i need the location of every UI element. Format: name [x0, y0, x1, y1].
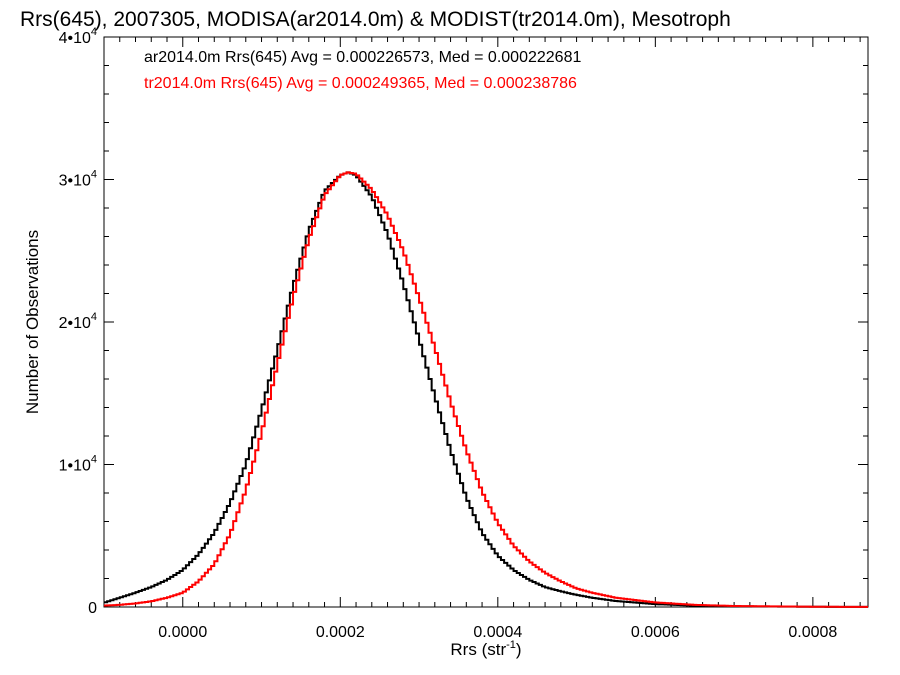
series-layer [104, 171, 868, 608]
legend-entry: tr2014.0m Rrs(645) Avg = 0.000249365, Me… [144, 75, 577, 92]
legend-entry: ar2014.0m Rrs(645) Avg = 0.000226573, Me… [144, 49, 581, 66]
y-tick-label: 4•104 [59, 26, 97, 47]
chart-title: Rrs(645), 2007305, MODISA(ar2014.0m) & M… [20, 8, 731, 31]
x-tick-label: 0.0002 [316, 624, 365, 641]
series-ar2014-histogram [104, 171, 868, 608]
x-axis-label: Rrs (str-1) [450, 639, 521, 659]
y-axis: 0 1•104 2•104 3•104 4•104 [59, 26, 868, 617]
x-tick-label: 0.0008 [788, 624, 837, 641]
x-tick-label: 0.0004 [473, 624, 522, 641]
x-axis: 0.0000 0.0002 0.0004 0.0006 0.0008 [103, 37, 861, 641]
y-tick-label: 1•104 [59, 454, 97, 475]
y-tick-label: 2•104 [59, 311, 97, 332]
legend: ar2014.0m Rrs(645) Avg = 0.000226573, Me… [144, 49, 581, 92]
y-tick-label: 0 [88, 600, 97, 617]
plot-frame [103, 36, 869, 608]
x-tick-label: 0.0006 [631, 624, 680, 641]
y-axis-label: Number of Observations [23, 230, 42, 414]
x-tick-label: 0.0000 [158, 624, 207, 641]
y-tick-label: 3•104 [59, 169, 97, 190]
series-tr2014-histogram [104, 171, 868, 608]
